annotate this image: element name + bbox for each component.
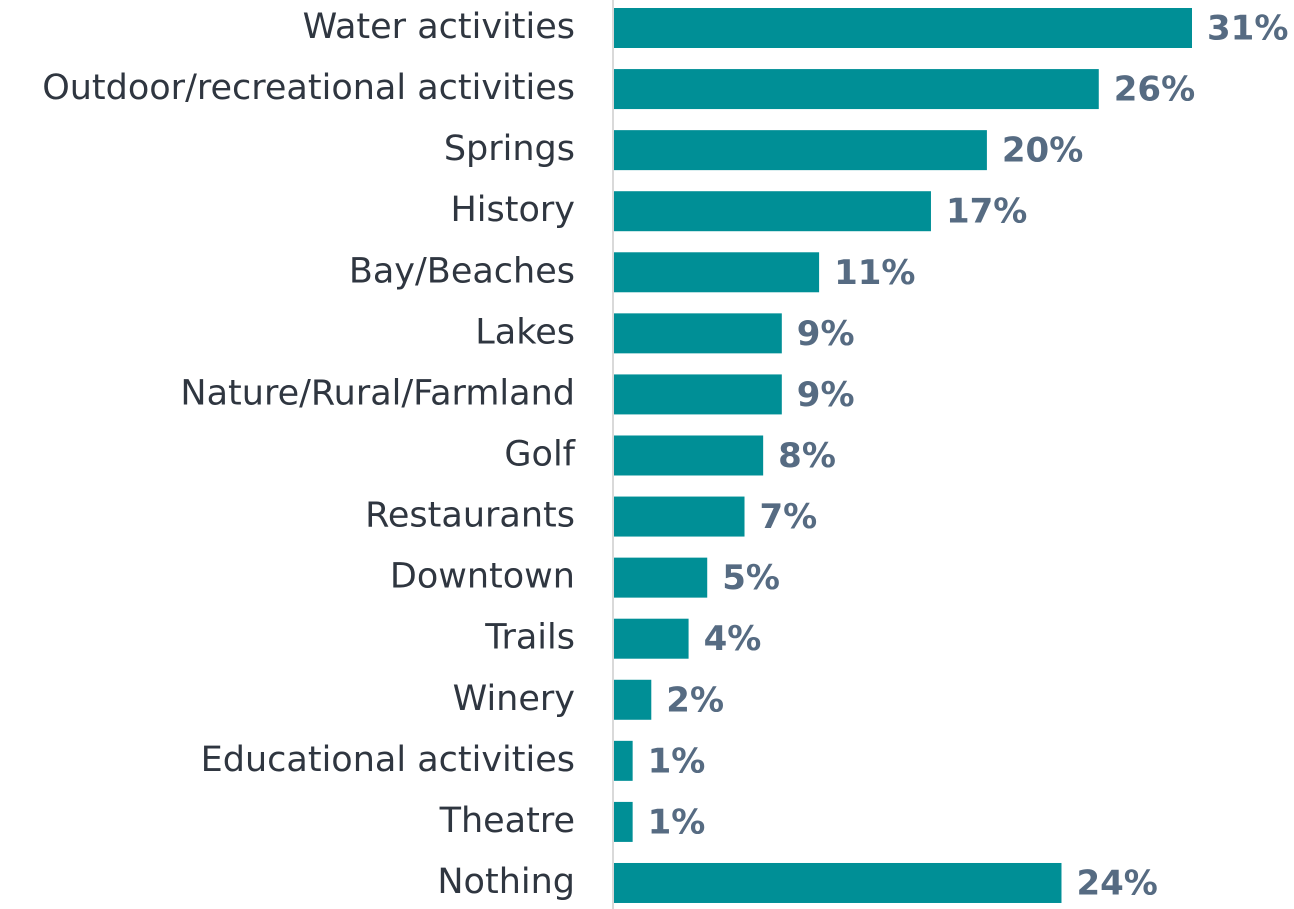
bar: [614, 252, 820, 293]
value-label: 26%: [1114, 70, 1195, 110]
category-label: Downtown: [390, 557, 575, 597]
value-label: 9%: [797, 314, 855, 354]
value-label: 4%: [704, 619, 762, 659]
category-label: Trails: [484, 618, 575, 658]
bar: [614, 557, 708, 598]
value-label: 24%: [1076, 863, 1157, 903]
value-label: 17%: [946, 192, 1027, 232]
value-label: 31%: [1207, 9, 1288, 49]
value-label: 2%: [666, 680, 724, 720]
value-label: 5%: [722, 558, 780, 598]
category-label: Theatre: [439, 801, 575, 841]
category-label: Water activities: [303, 7, 575, 47]
value-label: 1%: [648, 741, 706, 781]
category-label: Springs: [444, 129, 575, 169]
value-label: 11%: [834, 253, 915, 293]
category-label: Outdoor/recreational activities: [42, 68, 575, 108]
value-label: 8%: [778, 436, 836, 476]
category-label: Nature/Rural/Farmland: [180, 373, 575, 413]
category-label: Bay/Beaches: [349, 251, 575, 291]
category-label: Nothing: [437, 862, 575, 902]
value-label: 7%: [760, 497, 818, 537]
bar: [614, 374, 782, 415]
bar: [614, 679, 652, 720]
category-label: Lakes: [475, 312, 575, 352]
bar: [614, 862, 1062, 903]
value-label: 9%: [797, 375, 855, 415]
bar: [614, 191, 931, 232]
bar: [614, 740, 633, 781]
bar: [614, 496, 745, 537]
value-label: 20%: [1002, 131, 1083, 171]
category-label: History: [450, 190, 575, 230]
bar: [614, 313, 782, 354]
category-label: Winery: [453, 679, 575, 719]
value-label: 1%: [648, 802, 706, 842]
bar: [614, 8, 1192, 48]
category-label: Golf: [504, 434, 575, 474]
bar: [614, 130, 987, 171]
category-label: Educational activities: [201, 740, 575, 780]
bar: [614, 69, 1099, 110]
bar: [614, 801, 633, 842]
bar: [614, 435, 764, 476]
bar: [614, 618, 689, 659]
category-label: Restaurants: [365, 496, 575, 536]
